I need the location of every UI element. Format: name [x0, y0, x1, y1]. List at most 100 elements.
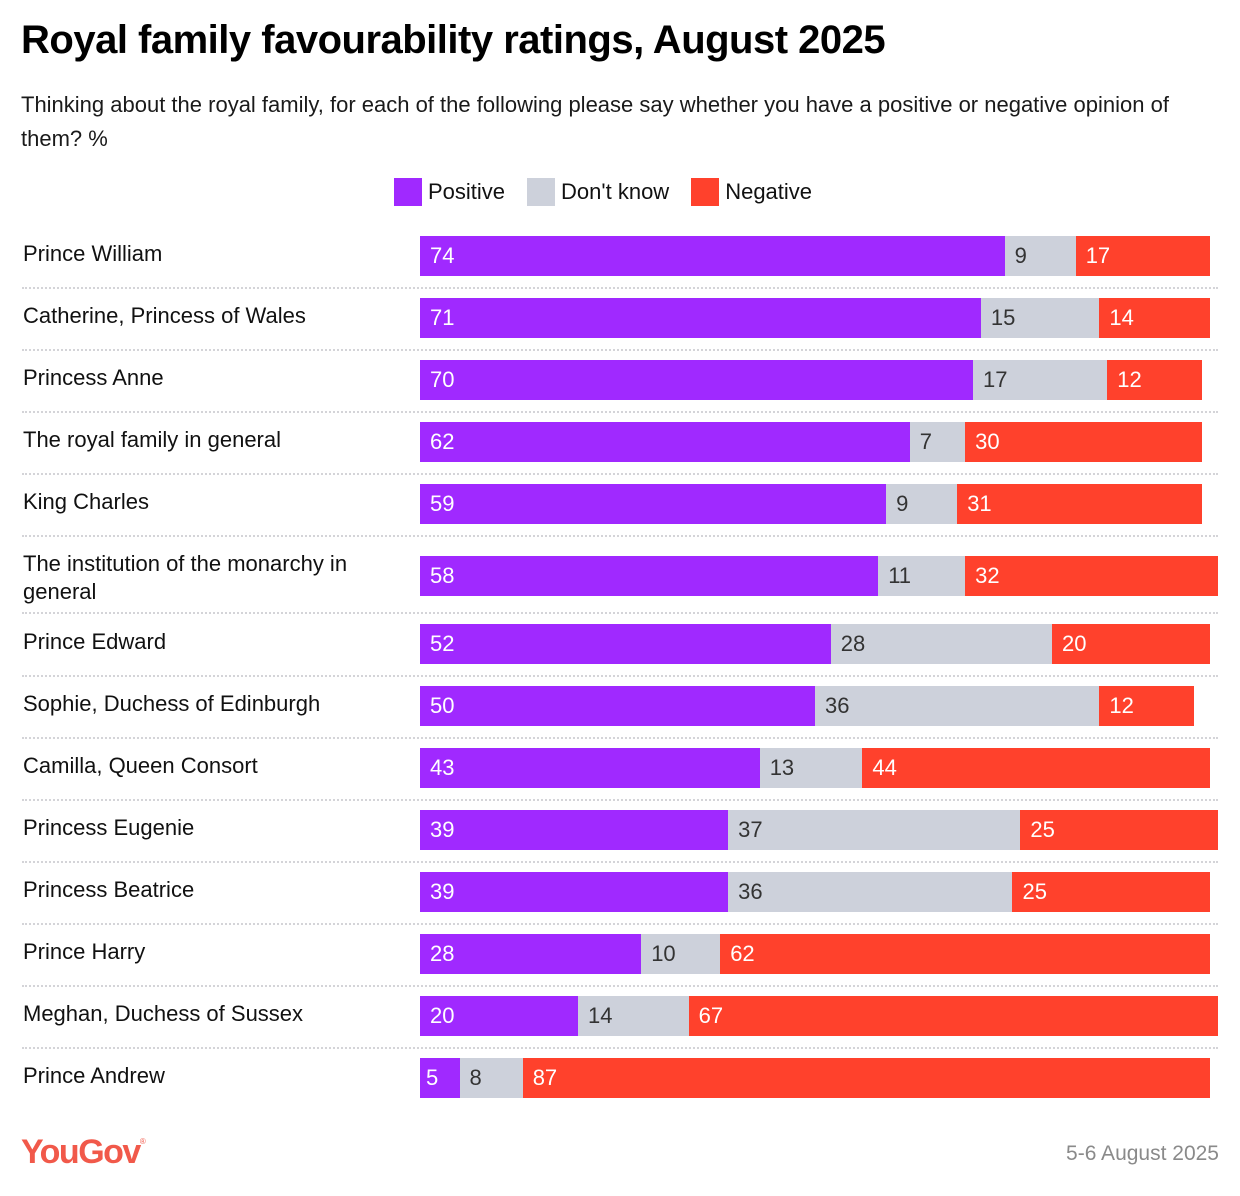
stacked-bar: 58 11 32: [420, 556, 1218, 596]
data-label-positive: 43: [430, 755, 455, 780]
data-label-positive: 50: [430, 693, 455, 718]
bar-segment-positive: 58: [420, 556, 879, 596]
bar-segment-dont-know: 13: [759, 748, 863, 788]
stacked-bar: 74 9 17: [420, 236, 1210, 276]
bar-segment-negative: 25: [1012, 872, 1210, 912]
row-divider: [22, 985, 1218, 987]
row-divider: [22, 349, 1218, 351]
legend-item-negative: Negative: [691, 178, 812, 206]
data-label-dont-know: 9: [1014, 243, 1027, 268]
legend-label-negative: Negative: [725, 179, 813, 204]
data-label-dont-know: 9: [896, 491, 909, 516]
bar-segment-dont-know: 11: [878, 556, 966, 596]
category-label: The institution of the monarchy in gener…: [23, 551, 348, 604]
bar-segment-positive: 62: [420, 422, 910, 462]
data-label-positive: 5: [426, 1065, 439, 1090]
category-label: The royal family in general: [23, 427, 282, 452]
bar-segment-negative: 30: [965, 422, 1203, 462]
legend-swatch-dont-know: [527, 178, 556, 206]
data-label-negative: 87: [532, 1065, 558, 1090]
category-label: Prince Edward: [23, 629, 167, 654]
stacked-bar: 39 36 25: [420, 872, 1210, 912]
bar-segment-positive: 50: [420, 686, 815, 726]
data-label-dont-know: 14: [588, 1003, 613, 1028]
bar-segment-dont-know: 37: [728, 810, 1021, 850]
legend-item-dont-know: Don't know: [527, 178, 669, 206]
bar-segment-positive: 20: [420, 996, 578, 1036]
legend-swatch-negative: [691, 178, 720, 206]
row-divider: [22, 612, 1218, 614]
category-label: Camilla, Queen Consort: [23, 753, 258, 778]
stacked-bar: 5 8 87: [420, 1058, 1210, 1098]
category-label: King Charles: [23, 489, 149, 514]
bar-segment-positive: 71: [420, 298, 981, 338]
bar-segment-negative: 62: [720, 934, 1210, 974]
bar-segment-negative: 44: [862, 748, 1210, 788]
logo-text: YouGov: [21, 1133, 141, 1171]
bar-segment-dont-know: 7: [909, 422, 966, 462]
stacked-bar: 71 15 14: [420, 298, 1210, 338]
bar-segment-dont-know: 14: [578, 996, 689, 1036]
data-label-positive: 74: [430, 243, 455, 268]
bar-segment-negative: 87: [522, 1058, 1210, 1098]
stacked-bar: 62 7 30: [420, 422, 1203, 462]
bar-segment-negative: 32: [965, 556, 1218, 596]
stacked-bar: 52 28 20: [420, 624, 1210, 664]
bar-segment-positive: 43: [420, 748, 760, 788]
category-label: Princess Anne: [23, 365, 164, 390]
data-label-positive: 52: [430, 631, 455, 656]
data-label-negative: 32: [975, 563, 1000, 588]
data-label-dont-know: 7: [919, 429, 933, 454]
data-label-positive: 39: [430, 879, 455, 904]
data-label-positive: 71: [430, 305, 455, 330]
row-divider: [22, 287, 1218, 289]
bar-segment-dont-know: 10: [641, 934, 721, 974]
bar-segment-negative: 12: [1107, 360, 1203, 400]
row-divider: [22, 923, 1218, 925]
data-label-negative: 67: [698, 1003, 724, 1028]
bar-segment-negative: 17: [1075, 236, 1210, 276]
row-divider: [22, 737, 1218, 739]
bar-segment-positive: 52: [420, 624, 831, 664]
data-label-dont-know: 28: [840, 631, 866, 656]
category-label: Princess Eugenie: [23, 815, 195, 840]
row-divider: [22, 411, 1218, 413]
bar-segment-negative: 25: [1020, 810, 1218, 850]
legend-label-positive: Positive: [428, 179, 506, 204]
category-label: Sophie, Duchess of Edinburgh: [23, 691, 321, 716]
data-label-negative: 25: [1030, 817, 1055, 842]
legend-swatch-positive: [394, 178, 422, 206]
data-label-negative: 62: [730, 941, 755, 966]
row-divider: [22, 675, 1218, 677]
data-label-dont-know: 8: [469, 1065, 482, 1090]
bar-segment-negative: 20: [1051, 624, 1210, 664]
row-divider: [22, 535, 1218, 537]
data-label-negative: 12: [1117, 367, 1142, 392]
data-label-negative: 14: [1109, 305, 1134, 330]
bar-segment-dont-know: 36: [815, 686, 1100, 726]
bar-segment-dont-know: 28: [830, 624, 1052, 664]
row-divider: [22, 861, 1218, 863]
chart-subtitle: Thinking about the royal family, for eac…: [21, 92, 1169, 151]
data-label-positive: 62: [430, 429, 455, 454]
data-label-dont-know: 36: [738, 879, 763, 904]
data-label-negative: 25: [1022, 879, 1047, 904]
bar-segment-negative: 67: [688, 996, 1218, 1036]
data-label-negative: 30: [975, 429, 1000, 454]
data-label-positive: 58: [430, 563, 455, 588]
bar-segment-dont-know: 8: [459, 1058, 523, 1098]
stacked-bar: 28 10 62: [420, 934, 1210, 974]
bar-segment-positive: 39: [420, 872, 729, 912]
data-label-positive: 59: [430, 491, 455, 516]
legend: Positive Don't know Negative: [394, 178, 834, 206]
stacked-bar: 20 14 67: [420, 996, 1218, 1036]
data-label-negative: 44: [872, 755, 897, 780]
bar-segment-dont-know: 36: [728, 872, 1013, 912]
bar-segment-negative: 31: [957, 484, 1203, 524]
data-label-positive: 70: [430, 367, 455, 392]
stacked-bar: 59 9 31: [420, 484, 1203, 524]
category-label: Catherine, Princess of Wales: [23, 303, 306, 328]
bar-segment-positive: 59: [420, 484, 887, 524]
bar-segment-positive: 28: [420, 934, 642, 974]
data-label-dont-know: 17: [983, 367, 1008, 392]
